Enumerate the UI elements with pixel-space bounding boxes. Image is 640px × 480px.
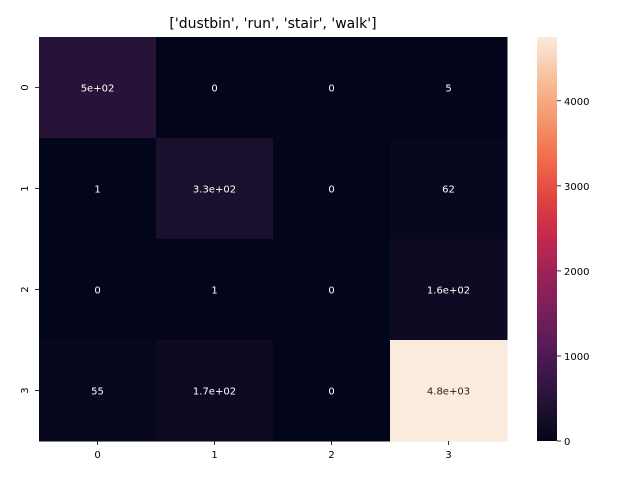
x-tick-label-1: 1 [211,450,217,461]
cell-label-2-3: 1.6e+02 [427,286,470,297]
heatmap-cell-3-3 [390,340,508,442]
heatmap-cell-1-0 [39,138,157,240]
cell-label-3-1: 1.7e+02 [193,387,236,398]
x-tick-label-2: 2 [328,450,334,461]
cell-label-0-1: 0 [211,84,217,95]
colorbar-tick-label-3: 3000 [564,182,589,193]
cell-label-0-3: 5 [445,84,451,95]
x-axis: 0 1 2 3 [94,441,452,461]
heatmap-cell-0-0 [39,37,157,139]
cell-label-2-1: 1 [211,286,217,297]
heatmap-cell-2-2 [273,239,391,341]
y-axis: 0 1 2 3 [20,84,39,394]
heatmap-cell-2-0 [39,239,157,341]
y-tick-label-0: 0 [20,84,31,90]
heatmap-cell-2-1 [156,239,274,341]
colorbar-gradient [537,37,557,441]
chart-title: ['dustbin', 'run', 'stair', 'walk'] [169,16,376,32]
cell-label-3-2: 0 [328,387,334,398]
colorbar-tick-label-2: 2000 [564,267,589,278]
cell-label-1-2: 0 [328,185,334,196]
colorbar-tick-label-1: 1000 [564,352,589,363]
y-tick-label-3: 3 [20,387,31,393]
cell-label-2-0: 0 [94,286,100,297]
y-tick-label-2: 2 [20,286,31,292]
heatmap-cell-2-3 [390,239,508,341]
cell-label-3-3: 4.8e+03 [427,387,470,398]
cell-label-3-0: 55 [91,387,104,398]
y-tick-label-1: 1 [20,185,31,191]
cell-label-1-3: 62 [442,185,455,196]
colorbar: 0 1000 2000 3000 4000 [537,37,589,448]
heatmap-cell-1-2 [273,138,391,240]
x-tick-label-0: 0 [94,450,100,461]
heatmap-cell-0-2 [273,37,391,139]
heatmap-cells: 5e+02 0 0 5 1 3.3e+02 0 62 0 1 0 1.6e+02 55 1.7e+02 0 4… [39,37,508,442]
colorbar-tick-label-4: 4000 [564,97,589,108]
heatmap-cell-3-0 [39,340,157,442]
heatmap-cell-1-1 [156,138,274,240]
x-tick-label-3: 3 [445,450,451,461]
cell-label-0-2: 0 [328,84,334,95]
heatmap-cell-1-3 [390,138,508,240]
heatmap-cell-3-1 [156,340,274,442]
colorbar-tick-label-0: 0 [564,437,570,448]
cell-label-1-1: 3.3e+02 [193,185,236,196]
cell-label-2-2: 0 [328,286,334,297]
cell-label-1-0: 1 [94,185,100,196]
heatmap-cell-3-2 [273,340,391,442]
heatmap-cell-0-3 [390,37,508,139]
heatmap-cell-0-1 [156,37,274,139]
cell-label-0-0: 5e+02 [81,84,115,95]
